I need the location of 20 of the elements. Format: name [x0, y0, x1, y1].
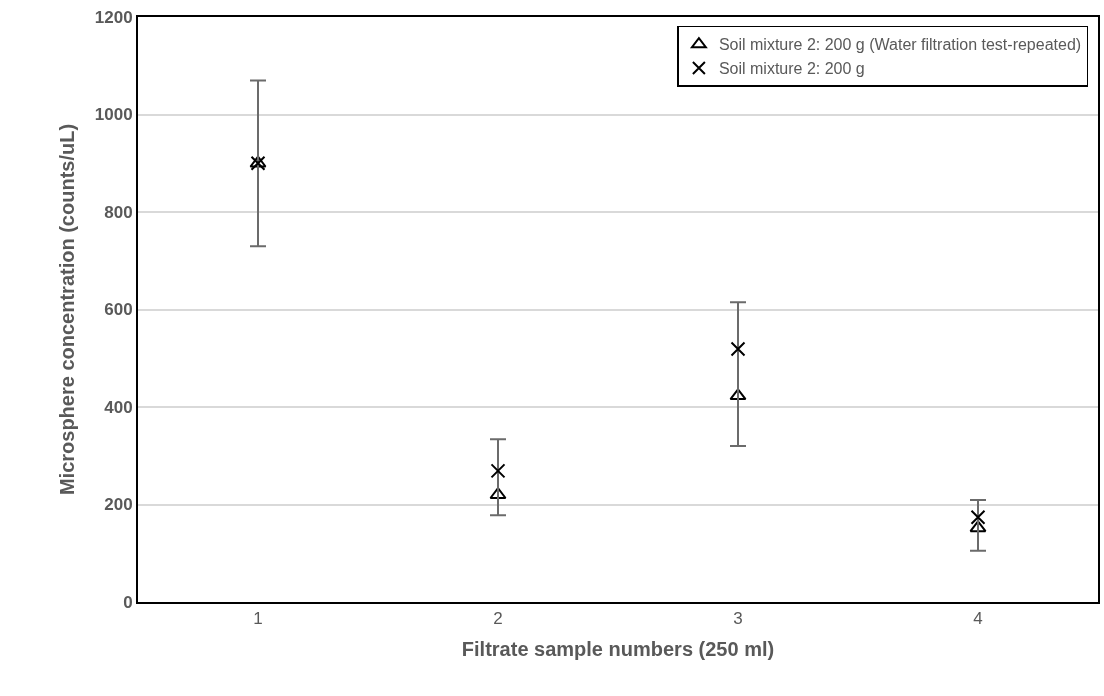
y-tick-label: 800 — [104, 202, 133, 222]
point — [729, 388, 747, 401]
x-axis-title: Filtrate sample numbers (250 ml) — [461, 638, 775, 661]
x-tick-label: 2 — [493, 609, 503, 629]
point — [969, 520, 987, 533]
x-tick-label: 3 — [733, 609, 743, 629]
y-axis-title: Microsphere concentration (counts/uL) — [55, 123, 78, 496]
legend-label: Soil mixture 2: 200 g (Water filtration test-repeated) — [718, 36, 1082, 54]
point — [970, 509, 986, 525]
x-tick-label: 1 — [253, 609, 263, 629]
y-tick-label: 0 — [123, 592, 133, 612]
x-tick-label: 4 — [973, 609, 983, 629]
point — [730, 341, 746, 357]
y-tick-label: 600 — [104, 300, 133, 320]
point — [490, 463, 506, 479]
y-tick-label: 1200 — [94, 7, 133, 27]
y-tick-label: 200 — [104, 495, 133, 515]
legend-label: Soil mixture 2: 200 g — [718, 60, 865, 78]
y-tick-label: 400 — [104, 397, 133, 417]
y-tick-label: 1000 — [94, 105, 133, 125]
